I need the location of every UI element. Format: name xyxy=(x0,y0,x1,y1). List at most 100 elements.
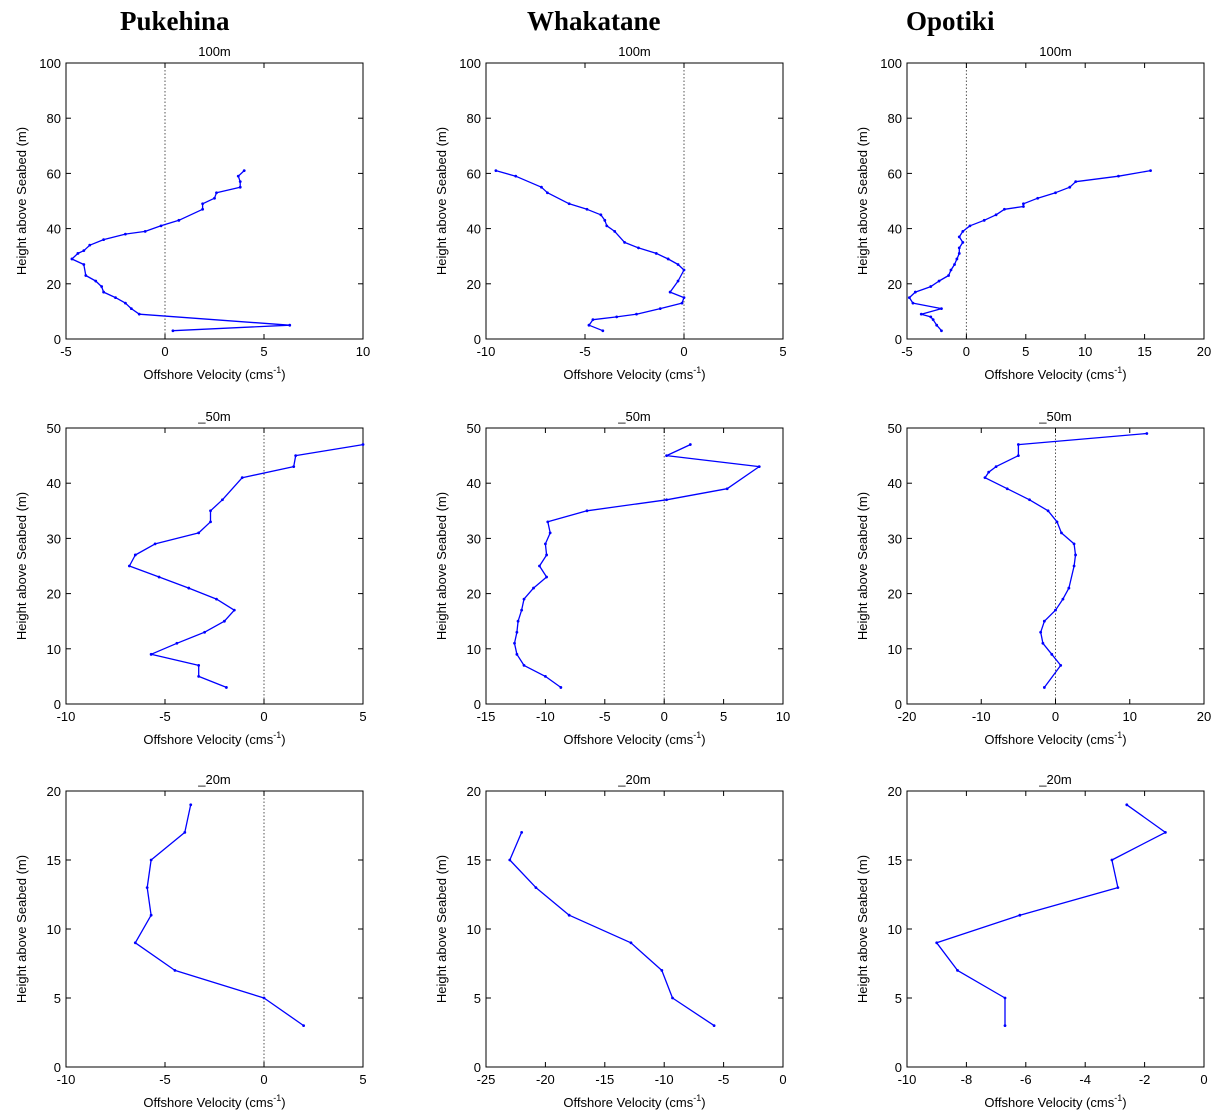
data-point xyxy=(129,307,133,311)
x-tick-label: 5 xyxy=(779,344,786,359)
data-point xyxy=(1003,207,1006,211)
y-tick-label: 20 xyxy=(467,784,481,799)
x-axis-label-suffix: ) xyxy=(1122,367,1126,382)
chart-panel: 100m -10 -5 0 5 0 20 40 60 80 100 Offshore Velocity… xyxy=(434,44,787,382)
y-tick-label: 20 xyxy=(888,587,902,602)
data-point xyxy=(587,323,591,327)
data-point xyxy=(654,252,658,255)
data-point xyxy=(725,487,729,491)
y-axis-label: Height above Seabed (m) xyxy=(14,855,29,1003)
x-tick-label: 15 xyxy=(1137,344,1151,359)
velocity-profile-line xyxy=(71,170,291,332)
y-tick-label: 50 xyxy=(467,421,481,436)
data-point xyxy=(940,329,943,333)
y-tick-label: 30 xyxy=(467,531,481,546)
data-point xyxy=(982,218,986,222)
data-point xyxy=(1117,174,1120,178)
panel-title: _50m xyxy=(197,409,231,424)
x-axis-label-superscript: -1 xyxy=(693,730,701,740)
y-tick-label: 50 xyxy=(888,421,902,436)
data-point xyxy=(1018,913,1022,917)
velocity-profile-line xyxy=(495,169,685,332)
x-tick-label: 10 xyxy=(1078,344,1092,359)
x-tick-label: -10 xyxy=(57,1072,76,1087)
data-point xyxy=(514,174,518,178)
x-tick-label: 0 xyxy=(680,344,687,359)
data-point xyxy=(956,969,959,972)
data-point xyxy=(676,263,680,266)
y-tick-label: 0 xyxy=(895,1060,902,1075)
data-point xyxy=(919,312,923,316)
axes-box xyxy=(485,62,784,340)
data-point xyxy=(171,329,175,333)
data-point xyxy=(197,675,201,678)
data-point xyxy=(127,564,131,568)
y-tick-label: 20 xyxy=(47,277,61,292)
data-point xyxy=(124,232,127,236)
data-point xyxy=(961,241,965,244)
axes-box xyxy=(65,62,364,340)
data-point xyxy=(545,553,548,557)
x-tick-label: 20 xyxy=(1197,344,1211,359)
data-point xyxy=(665,498,668,502)
y-tick-label: 40 xyxy=(47,222,61,237)
data-point xyxy=(232,608,236,612)
data-point xyxy=(133,941,137,945)
y-tick-label: 10 xyxy=(888,642,902,657)
data-point xyxy=(637,246,640,250)
x-tick-label: 20 xyxy=(1197,709,1211,724)
data-point xyxy=(935,941,939,945)
x-tick-label: -5 xyxy=(599,709,611,724)
x-tick-label: 5 xyxy=(260,344,267,359)
data-point xyxy=(513,641,516,645)
x-axis-label-text: Offshore Velocity (cms xyxy=(143,367,273,382)
data-point xyxy=(548,531,552,535)
x-tick-label: -5 xyxy=(901,344,913,359)
y-tick-label: 100 xyxy=(459,56,481,71)
data-point xyxy=(680,301,684,305)
data-point xyxy=(911,301,915,305)
data-point xyxy=(532,586,535,590)
y-tick-label: 50 xyxy=(47,421,61,436)
x-tick-label: -4 xyxy=(1079,1072,1091,1087)
x-axis-label: Offshore Velocity (cms-1) xyxy=(563,730,705,747)
data-point xyxy=(666,257,670,261)
velocity-profile-line xyxy=(509,832,715,1027)
y-tick-label: 10 xyxy=(467,922,481,937)
data-point xyxy=(613,229,617,233)
data-point xyxy=(1003,996,1007,1000)
y-tick-label: 40 xyxy=(888,222,902,237)
data-point xyxy=(599,213,603,217)
y-tick-label: 0 xyxy=(895,697,902,712)
data-point xyxy=(1068,185,1072,189)
x-tick-label: 0 xyxy=(1052,709,1059,724)
data-point xyxy=(522,597,526,601)
panel-title: _20m xyxy=(1038,772,1072,787)
velocity-profile-line xyxy=(984,432,1147,688)
x-tick-label: 0 xyxy=(779,1072,786,1087)
data-point xyxy=(262,996,266,1000)
y-tick-label: 10 xyxy=(888,922,902,937)
axes-box xyxy=(906,790,1205,1068)
x-axis-label-superscript: -1 xyxy=(1114,365,1122,375)
data-point xyxy=(149,913,153,917)
y-tick-label: 100 xyxy=(880,56,902,71)
panel-title: _20m xyxy=(617,772,651,787)
data-point xyxy=(660,969,664,972)
data-point xyxy=(534,886,538,889)
chart-panel: _20m -10 -8 -6 -4 -2 0 0 5 10 15 20 Offshore Velocit… xyxy=(855,772,1208,1110)
x-tick-label: -10 xyxy=(477,344,496,359)
data-point xyxy=(221,498,224,502)
x-tick-label: -5 xyxy=(718,1072,730,1087)
chart-panel: _20m -25 -20 -15 -10 -5 0 0 5 10 15 20 Offshore Velo… xyxy=(434,772,787,1110)
y-tick-label: 20 xyxy=(467,277,481,292)
data-point xyxy=(197,531,201,535)
velocity-profile-line xyxy=(128,443,364,689)
x-axis-label: Offshore Velocity (cms-1) xyxy=(984,1093,1126,1110)
data-point xyxy=(929,315,933,319)
panel-title: 100m xyxy=(618,44,651,59)
x-axis-label-superscript: -1 xyxy=(273,365,281,375)
y-tick-label: 60 xyxy=(467,166,481,181)
y-tick-label: 5 xyxy=(895,991,902,1006)
